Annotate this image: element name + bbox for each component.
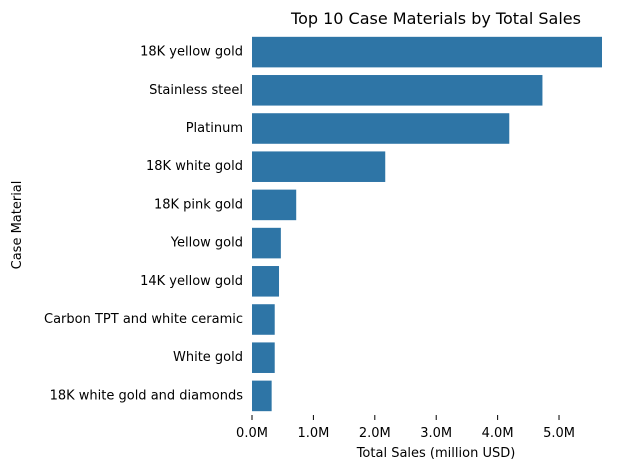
y-tick-label: White gold — [173, 350, 243, 365]
x-tick-label: 3.0M — [420, 426, 452, 441]
bar — [252, 342, 275, 373]
bar — [252, 304, 275, 335]
bar — [252, 380, 272, 412]
chart-title: Top 10 Case Materials by Total Sales — [290, 9, 581, 28]
bar — [252, 36, 602, 68]
x-tick-label: 4.0M — [482, 426, 514, 441]
y-tick-label: Carbon TPT and white ceramic — [44, 312, 243, 327]
x-tick-label: 5.0M — [543, 426, 575, 441]
bar — [252, 227, 281, 259]
y-tick-label: 18K white gold and diamonds — [50, 388, 244, 403]
x-tick-label: 1.0M — [297, 426, 329, 441]
x-tick-label: 2.0M — [359, 426, 391, 441]
x-tick-label: 0.0M — [236, 426, 268, 441]
y-tick-label: Yellow gold — [170, 236, 243, 251]
y-tick-label: 18K pink gold — [154, 197, 243, 212]
bars — [252, 36, 602, 412]
bar — [252, 113, 510, 144]
y-tick-label: Stainless steel — [149, 83, 243, 98]
y-tick-label: 18K yellow gold — [140, 45, 243, 60]
y-tick-label: 18K white gold — [146, 159, 243, 174]
y-axis-label: Case Material — [10, 181, 25, 270]
bar — [252, 75, 543, 106]
bar — [252, 189, 297, 221]
x-axis-label: Total Sales (million USD) — [356, 446, 516, 461]
bar — [252, 266, 280, 297]
bar — [252, 151, 386, 182]
y-tick-labels: 18K yellow gold Stainless steel Platinum 18… — [44, 45, 243, 404]
y-tick-label: Platinum — [186, 121, 243, 136]
x-ticks: 0.0M 1.0M 2.0M 3.0M 4.0M 5.0M — [236, 415, 575, 441]
y-tick-label: 14K yellow gold — [140, 274, 243, 289]
